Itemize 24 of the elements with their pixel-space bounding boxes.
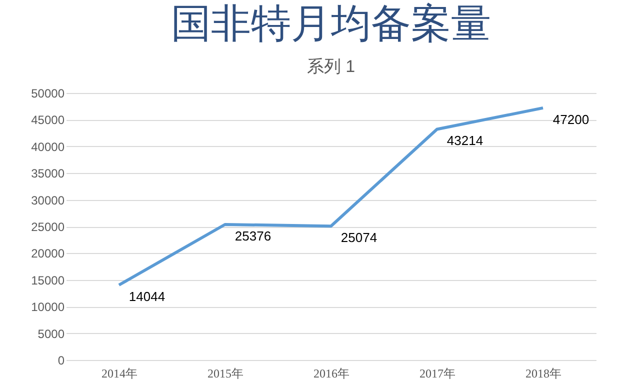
x-tick-label: 2015年 xyxy=(208,366,244,380)
data-label: 14044 xyxy=(128,289,166,304)
chart-title: 国非特月均备案量 xyxy=(171,1,491,46)
y-tick-label: 20000 xyxy=(31,246,65,261)
y-tick-label: 10000 xyxy=(31,300,65,314)
y-tick-label: 25000 xyxy=(31,220,65,234)
data-label: 25074 xyxy=(340,230,378,246)
y-tick-label: 5000 xyxy=(38,326,65,341)
data-label: 25376 xyxy=(234,228,272,244)
y-tick-label: 30000 xyxy=(31,193,65,208)
y-tick-label: 0 xyxy=(58,354,65,368)
y-tick-label: 50000 xyxy=(31,86,65,100)
y-tick-label: 45000 xyxy=(31,113,65,128)
x-tick-label: 2018年 xyxy=(526,366,562,380)
y-tick-label: 35000 xyxy=(31,166,65,181)
y-tick-label: 15000 xyxy=(31,273,65,288)
data-label: 43214 xyxy=(446,133,484,148)
line-series xyxy=(118,106,544,287)
x-tick-label: 2016年 xyxy=(314,366,350,380)
chart-subtitle: 系列 1 xyxy=(306,57,356,76)
x-tick-label: 2014年 xyxy=(102,366,138,380)
x-tick-label: 2017年 xyxy=(420,366,456,380)
y-tick-label: 40000 xyxy=(31,140,65,154)
data-label: 47200 xyxy=(552,112,590,127)
